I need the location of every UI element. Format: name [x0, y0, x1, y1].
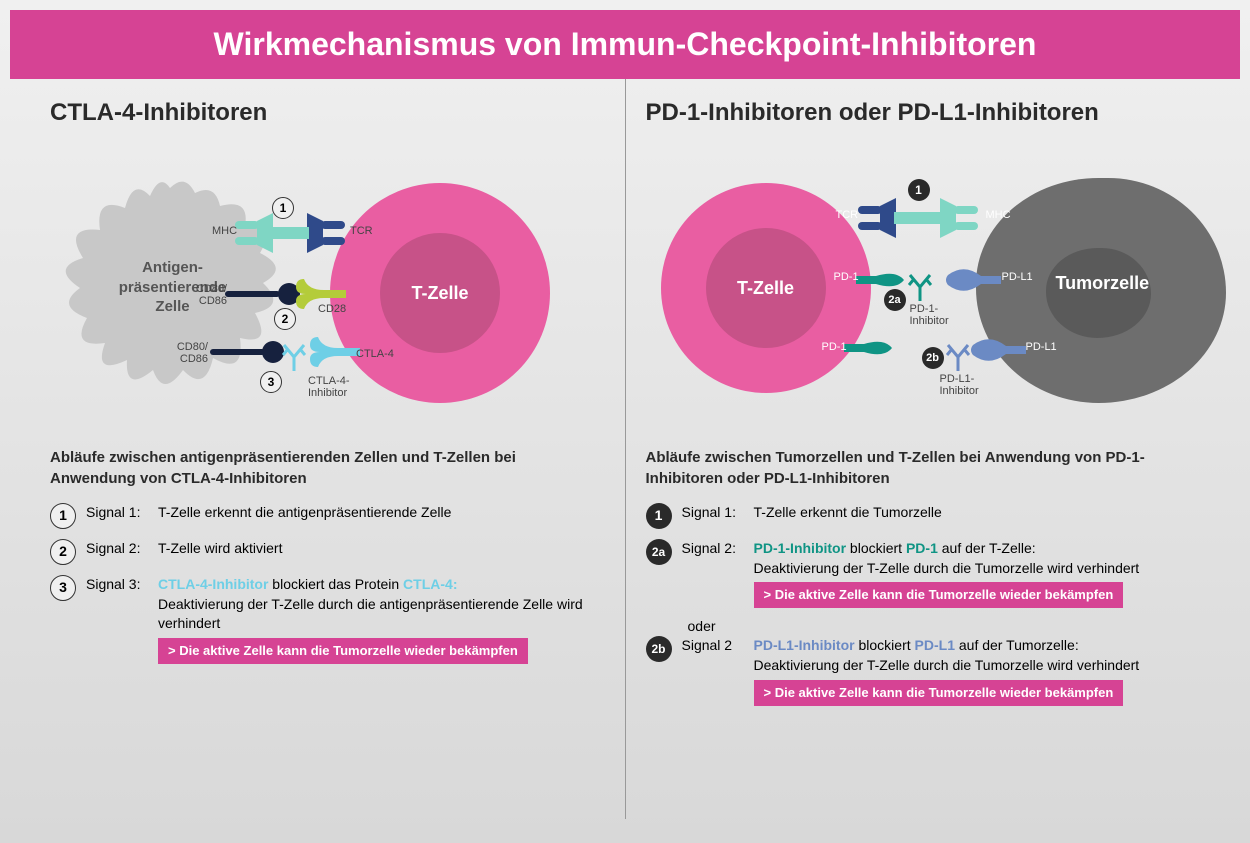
tumor-label: Tumorzelle — [1056, 273, 1150, 294]
content: CTLA-4-Inhibitoren Antigen-präsentierend… — [0, 79, 1250, 819]
lbl-cd80: CD80/CD86 — [195, 283, 227, 307]
diagram-right: T-Zelle Tumorzelle TCR MHC 1 — [646, 143, 1201, 423]
title-bar: Wirkmechanismus von Immun-Checkpoint-Inh… — [10, 10, 1240, 79]
diagram-left: Antigen-präsentierendeZelle T-Zelle — [50, 143, 605, 423]
cd80b-bar — [210, 349, 265, 355]
lbl-pd1b: PD-1 — [822, 341, 847, 353]
step-desc: T-Zelle erkennt die Tumorzelle — [754, 503, 1201, 523]
highlight-left: > Die aktive Zelle kann die Tumorzelle w… — [158, 638, 528, 664]
heading-right: PD-1-Inhibitoren oder PD-L1-Inhibitoren — [646, 99, 1201, 127]
ctla4-fork — [310, 335, 360, 369]
badge-1: 1 — [272, 197, 294, 219]
lbl-ctla4: CTLA-4 — [356, 348, 394, 360]
step-sig: Signal 2: — [86, 539, 158, 559]
receptor-1 — [235, 213, 345, 253]
lbl-pd1: PD-1 — [834, 271, 859, 283]
badge-r1: 1 — [908, 179, 930, 201]
badge-r2a: 2a — [884, 289, 906, 311]
badge-3: 3 — [260, 371, 282, 393]
highlight-r2b: > Die aktive Zelle kann die Tumorzelle w… — [754, 680, 1124, 706]
step-sig: Signal 1: — [682, 503, 754, 523]
highlight-r2a: > Die aktive Zelle kann die Tumorzelle w… — [754, 582, 1124, 608]
lbl-tcr: TCR — [350, 225, 373, 237]
tcell-label-r: T-Zelle — [737, 278, 794, 299]
lbl-pdl1b: PD-L1 — [1026, 341, 1057, 353]
step-l2: 2 Signal 2: T-Zelle wird aktiviert — [50, 539, 605, 565]
step-sig: Signal 1: — [86, 503, 158, 523]
lbl-pdl1i: PD-L1-Inhibitor — [940, 373, 979, 397]
step-desc: T-Zelle erkennt die antigenpräsentierend… — [158, 503, 605, 523]
step-r2b: 2b Signal 2 PD-L1-Inhibitor blockiert PD… — [646, 636, 1201, 705]
step-badge: 2b — [646, 636, 672, 662]
step-badge: 2 — [50, 539, 76, 565]
step-badge: 2a — [646, 539, 672, 565]
lbl-pd1i: PD-1-Inhibitor — [910, 303, 949, 327]
lbl-mhc: MHC — [212, 225, 237, 237]
tcell-label: T-Zelle — [411, 283, 468, 304]
step-badge: 1 — [50, 503, 76, 529]
step-desc: PD-1-Inhibitor blockiert PD-1 auf der T-… — [754, 539, 1201, 608]
tcell-inner: T-Zelle — [380, 233, 500, 353]
lbl-ctla4i: CTLA-4-Inhibitor — [308, 375, 350, 399]
ctla4-inhibitor-icon — [282, 343, 306, 371]
step-sig: Signal 3: — [86, 575, 158, 595]
step-r1: 1 Signal 1: T-Zelle erkennt die Tumorzel… — [646, 503, 1201, 529]
step-badge: 1 — [646, 503, 672, 529]
cd80b-ball — [262, 341, 284, 363]
lbl-cd80b: CD80/CD86 — [176, 341, 208, 365]
subtitle-right: Abläufe zwischen Tumorzellen und T-Zelle… — [646, 447, 1201, 489]
cd80-bar — [225, 291, 280, 297]
step-desc: CTLA-4-Inhibitor blockiert das Protein C… — [158, 575, 605, 664]
step-badge: 3 — [50, 575, 76, 601]
lbl-cd28: CD28 — [318, 303, 346, 315]
panel-pd1: PD-1-Inhibitoren oder PD-L1-Inhibitoren … — [626, 79, 1221, 819]
or-label: oder — [688, 618, 1201, 634]
pdl1b-shape — [971, 331, 1026, 369]
step-desc: PD-L1-Inhibitor blockiert PD-L1 auf der … — [754, 636, 1201, 705]
step-l3: 3 Signal 3: CTLA-4-Inhibitor blockiert d… — [50, 575, 605, 664]
step-sig: Signal 2 — [682, 636, 754, 656]
panel-ctla4: CTLA-4-Inhibitoren Antigen-präsentierend… — [30, 79, 626, 819]
tcell-inner-r: T-Zelle — [706, 228, 826, 348]
step-sig: Signal 2: — [682, 539, 754, 559]
step-l1: 1 Signal 1: T-Zelle erkennt die antigenp… — [50, 503, 605, 529]
step-r2a: 2a Signal 2: PD-1-Inhibitor blockiert PD… — [646, 539, 1201, 608]
lbl-pdl1: PD-L1 — [1002, 271, 1033, 283]
pdl1-inhibitor-icon — [946, 343, 970, 371]
pd1-inhibitor-icon — [908, 273, 932, 301]
lbl-tcr-r: TCR — [836, 209, 859, 221]
heading-left: CTLA-4-Inhibitoren — [50, 99, 605, 127]
badge-2: 2 — [274, 308, 296, 330]
pd1b-shape — [844, 333, 894, 363]
badge-r2b: 2b — [922, 347, 944, 369]
step-desc: T-Zelle wird aktiviert — [158, 539, 605, 559]
receptor-r1 — [858, 198, 978, 238]
pdl1-shape — [946, 261, 1001, 299]
lbl-mhc-r: MHC — [986, 209, 1011, 221]
subtitle-left: Abläufe zwischen antigenpräsentierenden … — [50, 447, 605, 489]
